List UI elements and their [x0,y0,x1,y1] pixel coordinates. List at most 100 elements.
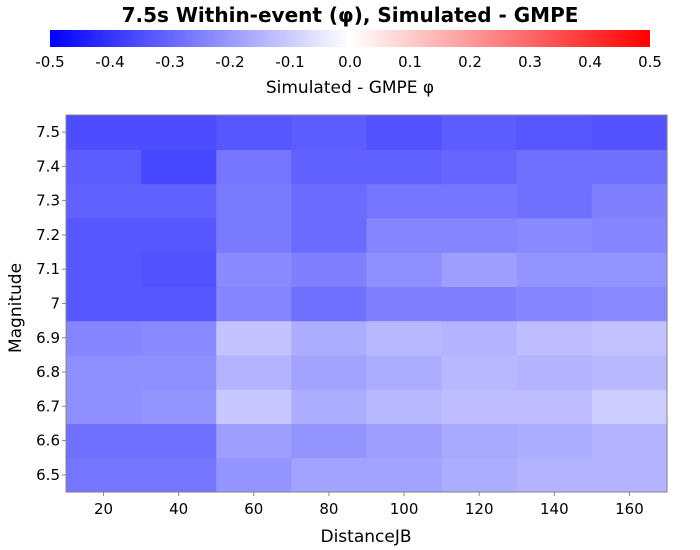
heatmap-cell [291,183,368,219]
heatmap-cell [291,286,368,322]
heatmap-cell [366,354,443,390]
heatmap-cell [216,115,292,150]
x-axis-ticks: 20 40 60 80 100 120 140 160 [94,492,644,518]
chart-title: 7.5s Within-event (φ), Simulated - GMPE [122,3,579,27]
heatmap-cell [66,183,142,219]
colorbar-tick-label: -0.5 [35,53,64,71]
heatmap-cell [66,252,142,287]
heatmap-cell [141,217,217,253]
colorbar-label: Simulated - GMPE φ [266,78,434,98]
x-tick-label: 20 [94,500,113,518]
y-axis-label: Magnitude [6,263,26,353]
heatmap-cell [591,389,668,425]
heatmap-cell [366,389,443,425]
x-tick-label: 160 [615,500,644,518]
heatmap-cell [591,252,668,287]
heatmap-cell [441,354,518,390]
heatmap-cells [66,115,668,493]
heatmap-cell [291,217,368,253]
heatmap-cell [141,149,217,185]
heatmap-cell [591,320,668,356]
y-tick-label: 7 [50,295,60,313]
heatmap-cell [516,217,593,253]
heatmap-cell [216,320,292,356]
heatmap-cell [141,115,217,150]
colorbar-tick-label: 0.0 [338,53,362,71]
heatmap-cell [516,252,593,287]
heatmap-cell [591,286,668,322]
heatmap-cell [591,423,668,459]
heatmap-cell [141,457,217,493]
colorbar-tick-label: -0.2 [215,53,244,71]
heatmap-cell [366,286,443,322]
y-tick-label: 7.2 [36,226,60,244]
heatmap-cell [516,115,593,150]
heatmap-cell [66,389,142,425]
heatmap-cell [366,423,443,459]
heatmap-cell [291,389,368,425]
heatmap-cell [216,183,292,219]
y-tick-label: 6.8 [36,363,60,381]
heatmap-cell [216,149,292,185]
heatmap-cell [216,457,292,493]
heatmap-cell [141,423,217,459]
heatmap-cell [141,252,217,287]
colorbar [50,30,650,47]
colorbar-tick-label: -0.3 [155,53,184,71]
heatmap-cell [441,286,518,322]
heatmap-cell [441,389,518,425]
heatmap-cell [141,354,217,390]
colorbar-tick-label: -0.1 [275,53,304,71]
heatmap-cell [291,354,368,390]
heatmap-cell [441,252,518,287]
heatmap-cell [291,320,368,356]
colorbar-tick-label: 0.2 [458,53,482,71]
heatmap-cell [216,252,292,287]
colorbar-tick-label: 0.3 [518,53,542,71]
heatmap-cell [441,183,518,219]
heatmap-cell [516,320,593,356]
y-tick-label: 6.9 [36,329,60,347]
heatmap-cell [291,252,368,287]
heatmap-cell [441,423,518,459]
heatmap-cell [366,252,443,287]
heatmap-cell [141,320,217,356]
x-tick-label: 140 [540,500,569,518]
heatmap-cell [516,389,593,425]
heatmap-cell [591,183,668,219]
heatmap-cell [441,320,518,356]
y-tick-label: 7.1 [36,260,60,278]
heatmap-cell [441,217,518,253]
heatmap-cell [66,354,142,390]
y-tick-label: 7.5 [36,123,60,141]
heatmap-cell [441,149,518,185]
heatmap-cell [366,115,443,150]
y-tick-label: 6.6 [36,432,60,450]
heatmap-cell [366,457,443,493]
heatmap-cell [366,149,443,185]
heatmap-cell [291,457,368,493]
colorbar-tick-label: 0.1 [398,53,422,71]
x-tick-label: 100 [390,500,419,518]
x-tick-label: 40 [169,500,188,518]
heatmap-cell [66,115,142,150]
heatmap-cell [591,115,668,150]
x-tick-label: 60 [244,500,263,518]
heatmap-cell [591,217,668,253]
y-tick-label: 6.7 [36,397,60,415]
heatmap-cell [291,423,368,459]
x-tick-label: 120 [465,500,494,518]
colorbar-ticks: -0.5 -0.4 -0.3 -0.2 -0.1 0.0 0.1 0.2 0.3 0.4 0.5 [35,53,662,71]
y-tick-label: 7.4 [36,157,60,175]
x-tick-label: 80 [319,500,338,518]
y-tick-label: 6.5 [36,466,60,484]
heatmap-cell [216,217,292,253]
heatmap-cell [66,286,142,322]
colorbar-tick-label: 0.5 [638,53,662,71]
heatmap-cell [366,183,443,219]
heatmap-cell [66,320,142,356]
heatmap-cell [441,115,518,150]
heatmap-cell [291,115,368,150]
y-axis-ticks: 6.5 6.6 6.7 6.8 6.9 7 7.1 7.2 7.3 7.4 7.5 [36,123,66,484]
